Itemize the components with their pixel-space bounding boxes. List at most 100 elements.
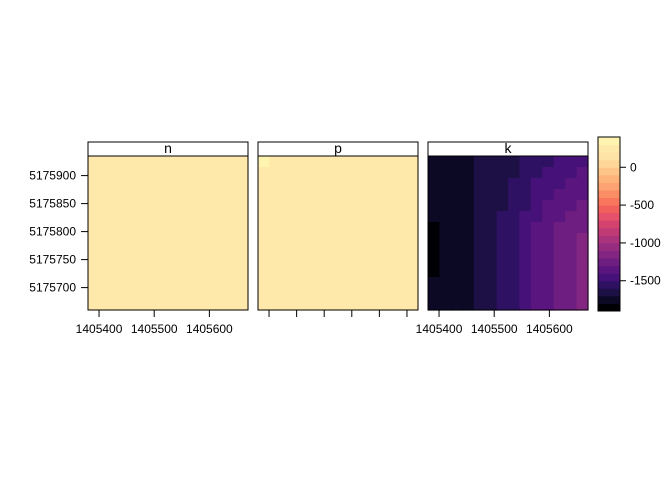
color-key-label: -1000: [630, 236, 661, 250]
raster-cell: [496, 222, 509, 234]
raster-cell: [372, 266, 385, 278]
raster-cell: [428, 189, 441, 201]
raster-cell: [508, 222, 521, 234]
raster-cell: [530, 266, 543, 278]
raster-cell: [269, 156, 282, 168]
raster-cell: [485, 255, 498, 267]
raster-cell: [508, 200, 521, 212]
raster-cell: [258, 156, 271, 168]
raster-cell: [326, 200, 339, 212]
raster-cell: [530, 156, 543, 168]
raster-cell: [530, 200, 543, 212]
raster-cell: [258, 255, 271, 267]
raster-cell: [280, 178, 293, 190]
raster-cell: [88, 156, 249, 311]
raster-cell: [383, 189, 396, 201]
x-tick-label: 1405400: [76, 322, 123, 336]
raster-cell: [496, 266, 509, 278]
raster-cell: [508, 266, 521, 278]
y-tick-label: 5175800: [29, 225, 76, 239]
raster-cell: [565, 167, 578, 179]
raster-cell: [553, 189, 566, 201]
raster-cell: [553, 178, 566, 190]
raster-cell: [553, 244, 566, 256]
color-key-swatch: [598, 137, 620, 146]
raster-cell: [530, 211, 543, 223]
color-key-swatch: [598, 159, 620, 168]
raster-cell: [439, 266, 452, 278]
panel-k: k: [427, 140, 589, 311]
raster-cell: [508, 288, 521, 300]
raster-cell: [372, 222, 385, 234]
color-key-swatch: [598, 288, 620, 297]
raster-cell: [372, 189, 385, 201]
raster-cell: [280, 156, 293, 168]
raster-cell: [462, 200, 475, 212]
raster-cell: [576, 288, 589, 300]
raster-cell: [326, 167, 339, 179]
raster-cell: [383, 299, 396, 311]
raster-cell: [292, 255, 305, 267]
raster-cell: [269, 277, 282, 289]
raster-cell: [360, 211, 373, 223]
raster-cell: [326, 222, 339, 234]
raster-cell: [338, 266, 351, 278]
raster-cell: [338, 255, 351, 267]
raster-cell: [349, 156, 362, 168]
raster-cell: [462, 189, 475, 201]
raster-cell: [428, 277, 441, 289]
raster-cell: [326, 211, 339, 223]
y-tick-label: 5175750: [29, 253, 76, 267]
raster-cell: [258, 277, 271, 289]
raster-cell: [315, 233, 328, 245]
raster-cell: [280, 266, 293, 278]
raster-cell: [450, 200, 463, 212]
raster-cell: [406, 222, 419, 234]
raster-cell: [349, 222, 362, 234]
raster-cell: [360, 266, 373, 278]
raster-cell: [542, 255, 555, 267]
raster-cell: [485, 266, 498, 278]
raster-cell: [439, 255, 452, 267]
raster-cell: [542, 178, 555, 190]
color-key-swatch: [598, 235, 620, 244]
x-tick-label: 1405600: [186, 322, 233, 336]
raster-cell: [338, 222, 351, 234]
color-key-label: -1500: [630, 274, 661, 288]
raster-cell: [326, 266, 339, 278]
raster-cell: [439, 178, 452, 190]
raster-cell: [269, 200, 282, 212]
raster-cell: [565, 299, 578, 311]
raster-cell: [303, 277, 316, 289]
raster-cell: [565, 288, 578, 300]
raster-cell: [406, 211, 419, 223]
raster-cell: [258, 222, 271, 234]
raster-cell: [565, 266, 578, 278]
color-key-swatch: [598, 189, 620, 199]
raster-cell: [326, 277, 339, 289]
raster-cell: [496, 178, 509, 190]
raster-cell: [519, 255, 532, 267]
raster-cell: [450, 288, 463, 300]
raster-cell: [280, 255, 293, 267]
raster-cell: [519, 233, 532, 245]
raster-cell: [372, 156, 385, 168]
raster-cell: [303, 189, 316, 201]
raster-cell: [360, 288, 373, 300]
raster-cell: [576, 244, 589, 256]
raster-cell: [565, 178, 578, 190]
color-key-swatch: [598, 242, 620, 251]
raster-cell: [473, 299, 486, 311]
raster-cell: [280, 167, 293, 179]
raster-cell: [450, 233, 463, 245]
raster-cell: [406, 200, 419, 212]
raster-cell: [383, 222, 396, 234]
raster-cell: [530, 222, 543, 234]
raster-cell: [485, 167, 498, 179]
raster-cell: [553, 233, 566, 245]
raster-cell: [519, 189, 532, 201]
raster-cell: [530, 233, 543, 245]
raster-cell: [315, 255, 328, 267]
raster-cell: [258, 244, 271, 256]
raster-cell: [508, 156, 521, 168]
